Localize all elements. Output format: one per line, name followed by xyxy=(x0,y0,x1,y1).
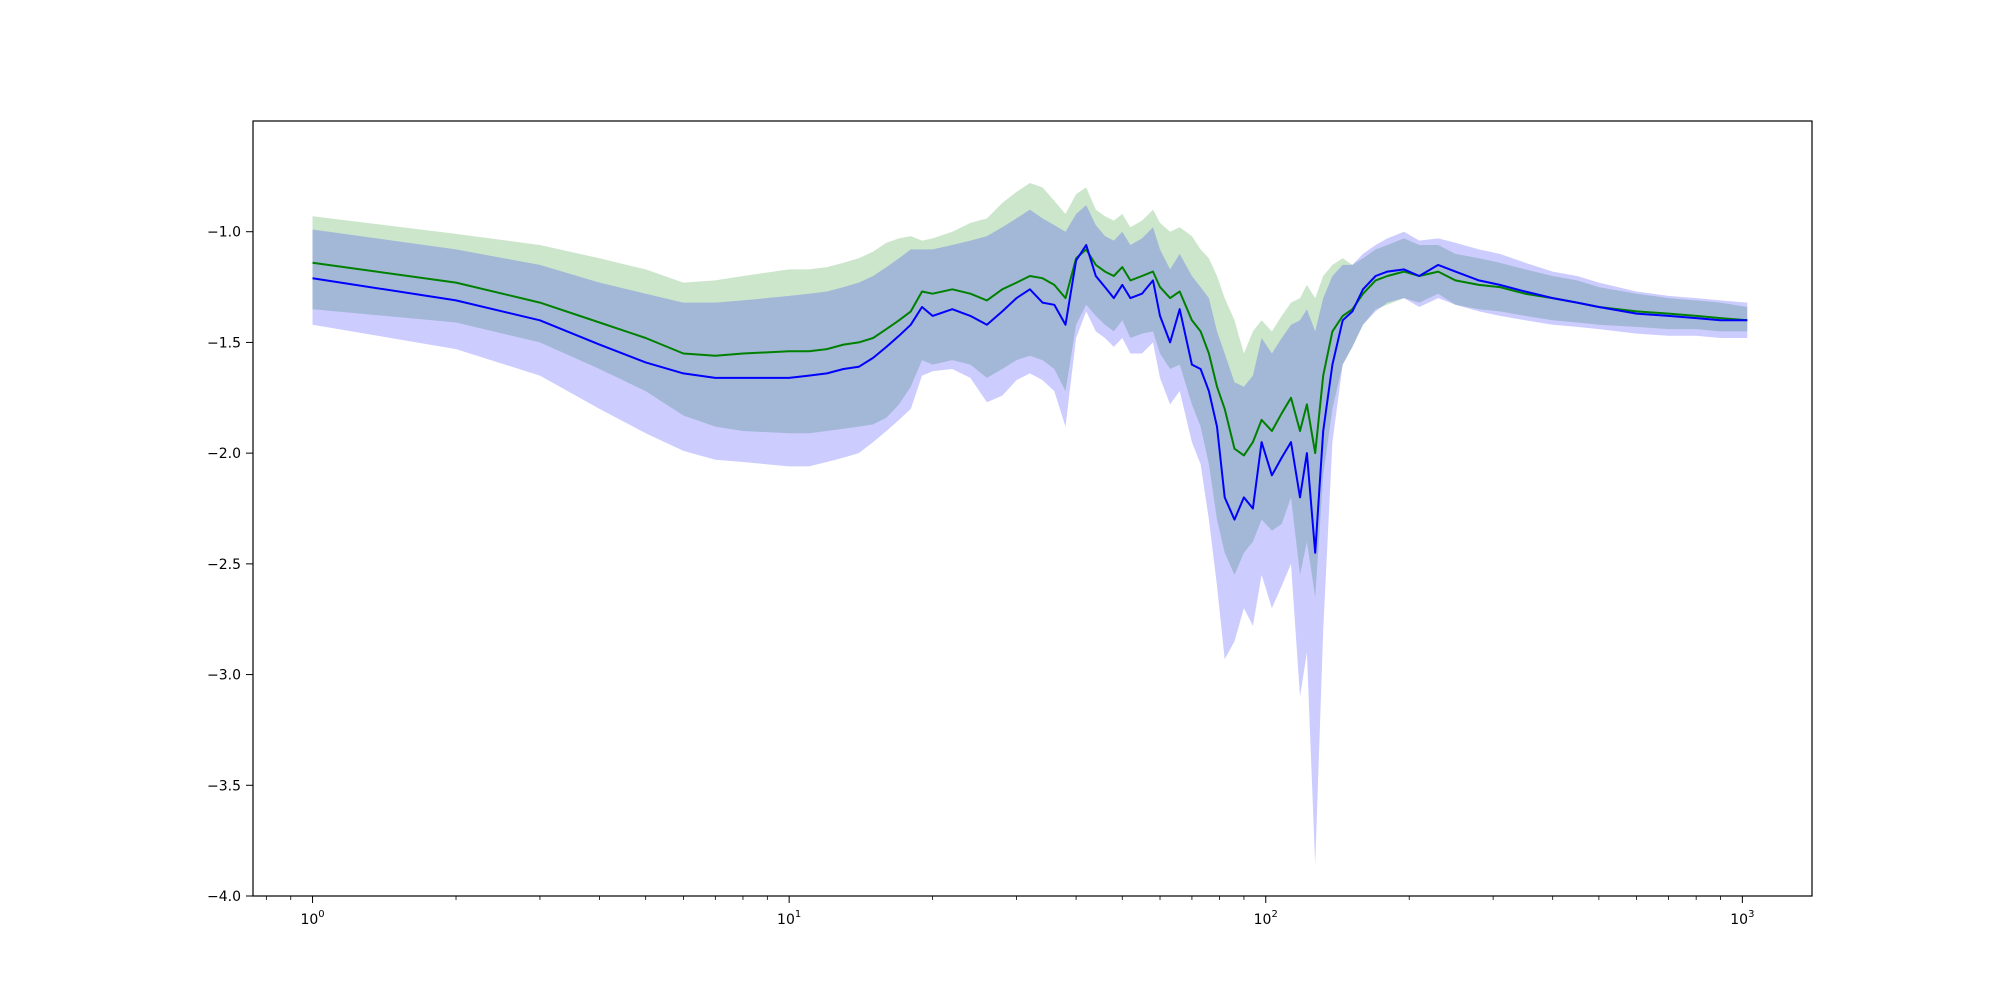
x-tick-label-3: 103 xyxy=(1730,909,1754,928)
x-axis: 100 101 102 103 xyxy=(265,896,1754,928)
y-tick-label-6: −4.0 xyxy=(207,889,241,905)
series-1-band xyxy=(312,183,1748,598)
y-axis: −1.0 −1.5 −2.0 −2.5 −3.0 −3.5 −4.0 xyxy=(207,225,253,905)
y-tick-label-2: −2.0 xyxy=(207,446,241,462)
y-tick-label-3: −2.5 xyxy=(207,557,241,573)
series-2-line xyxy=(312,244,1748,554)
series-1-line xyxy=(312,248,1748,457)
y-tick-label-5: −3.5 xyxy=(207,778,241,794)
y-tick-label-4: −3.0 xyxy=(207,668,241,684)
y-tick-label-0: −1.0 xyxy=(207,225,241,241)
x-tick-label-2: 102 xyxy=(1254,909,1278,928)
x-tick-label-1: 101 xyxy=(777,909,801,928)
series-lines xyxy=(312,244,1748,554)
y-tick-label-1: −1.5 xyxy=(207,335,241,351)
plot-frame xyxy=(252,120,1813,897)
x-tick-label-0: 100 xyxy=(300,909,324,928)
